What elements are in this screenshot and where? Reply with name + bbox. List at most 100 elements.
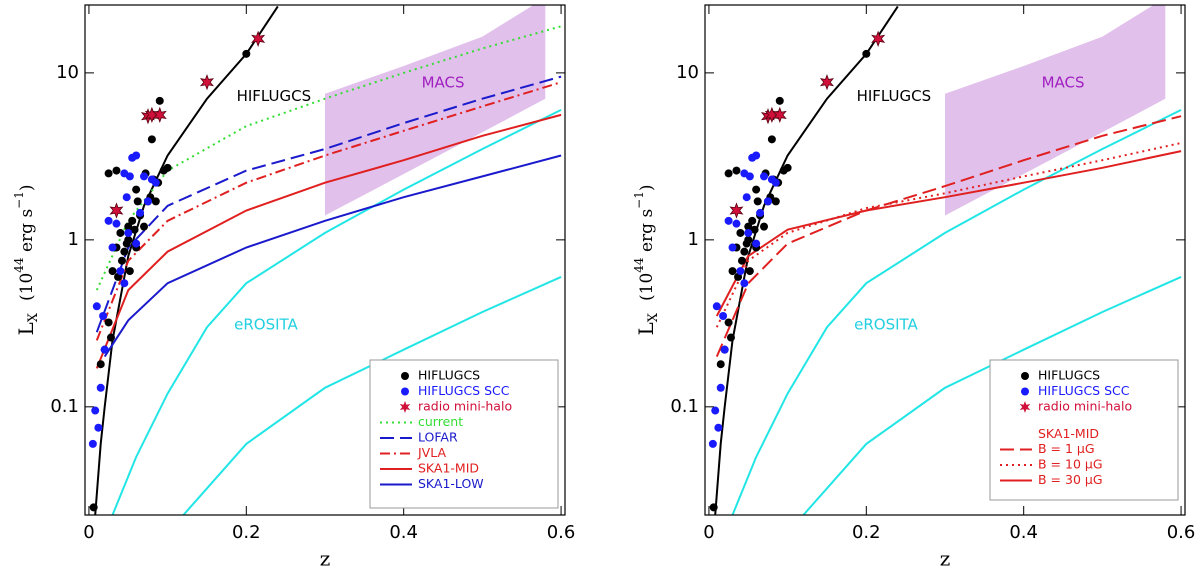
curve xyxy=(731,109,1182,515)
legend-marker xyxy=(1019,401,1031,413)
legend-label: current xyxy=(418,414,463,429)
legend-box xyxy=(369,359,559,509)
x-tick-label: 0.6 xyxy=(1167,522,1196,543)
y-label-exp: 44 xyxy=(12,257,26,273)
y-tick-label: 10 xyxy=(676,62,699,83)
y-label-unit: erg s xyxy=(17,209,37,258)
legend-title: SKA1-MID xyxy=(1038,426,1099,441)
point xyxy=(712,302,721,311)
series-line xyxy=(95,25,562,291)
point xyxy=(711,406,720,415)
x-tick-label: 0 xyxy=(83,522,94,543)
point xyxy=(783,163,792,172)
plot-frame xyxy=(704,4,1186,516)
star-point xyxy=(251,30,266,47)
point xyxy=(744,235,753,244)
point xyxy=(91,406,100,415)
y-tick-label: 0.1 xyxy=(50,396,79,417)
annotation: eROSITA xyxy=(234,315,298,333)
curve xyxy=(182,275,562,515)
point xyxy=(752,185,761,194)
point xyxy=(88,439,97,448)
series-line xyxy=(103,154,562,358)
point xyxy=(740,279,749,288)
point xyxy=(732,166,741,175)
point xyxy=(760,222,769,231)
point xyxy=(716,360,725,369)
legend-label: SKA1-LOW xyxy=(418,476,484,491)
legend-label: B = 30 μG xyxy=(1038,472,1103,487)
point xyxy=(163,163,172,172)
point xyxy=(116,228,125,237)
point xyxy=(709,503,718,512)
legend-marker xyxy=(401,372,409,380)
point xyxy=(736,228,745,237)
point xyxy=(752,151,761,160)
point xyxy=(96,383,105,392)
point xyxy=(132,151,141,160)
x-axis-label: z xyxy=(320,547,331,571)
y-label-close: ) xyxy=(17,184,37,191)
point xyxy=(96,360,105,369)
annotation: MACS xyxy=(1042,73,1085,91)
legend-box xyxy=(989,359,1179,501)
x-tick-label: 0.4 xyxy=(389,522,418,543)
x-tick-label: 0.6 xyxy=(547,522,576,543)
legend-marker xyxy=(401,387,409,396)
legend-label: HIFLUGCS SCC xyxy=(418,383,510,398)
point xyxy=(106,333,115,342)
y-tick-label: 1 xyxy=(688,229,699,250)
x-tick-label: 0.4 xyxy=(1009,522,1038,543)
y-tick-label: 1 xyxy=(68,229,79,250)
point xyxy=(104,169,113,178)
legend-label: SKA1-MID xyxy=(418,461,479,476)
y-label-close: ) xyxy=(637,184,657,191)
region xyxy=(325,5,546,216)
legend-label: HIFLUGCS xyxy=(1038,368,1100,383)
point xyxy=(862,49,871,58)
y-label-main: L xyxy=(14,322,38,335)
point xyxy=(726,333,735,342)
point xyxy=(756,208,765,217)
annotation: MACS xyxy=(422,73,465,91)
point xyxy=(124,222,133,231)
series-line xyxy=(715,150,1182,317)
point xyxy=(147,135,156,144)
point xyxy=(155,96,164,105)
series-line xyxy=(95,75,562,333)
plot-area xyxy=(708,5,1182,515)
point xyxy=(740,247,749,256)
legend-label: radio mini-halo xyxy=(1038,399,1132,414)
point xyxy=(143,197,152,206)
annotation: HIFLUGCS xyxy=(857,87,932,105)
point xyxy=(120,279,129,288)
curve xyxy=(802,275,1182,515)
plot-frame xyxy=(84,4,566,516)
legend-label: LOFAR xyxy=(418,430,458,445)
panel: HIFLUGCS MACS eROSITA 0 0.2 0.4 0.6 0.1 1 10 z LX (1… xyxy=(12,4,576,571)
point xyxy=(104,318,113,327)
series-line xyxy=(95,113,562,369)
plot-area xyxy=(88,5,562,515)
point xyxy=(750,225,759,234)
x-tick-label: 0 xyxy=(703,522,714,543)
point xyxy=(732,219,741,228)
x-tick-label: 0.2 xyxy=(852,522,881,543)
point xyxy=(104,216,113,225)
annotation: eROSITA xyxy=(854,315,918,333)
point xyxy=(130,225,139,234)
y-label-sub: X xyxy=(26,312,41,322)
y-label-open: (10 xyxy=(637,273,657,301)
x-tick-label: 0.2 xyxy=(232,522,261,543)
point xyxy=(740,169,749,178)
point xyxy=(744,228,753,237)
point xyxy=(752,239,761,248)
point xyxy=(737,256,746,265)
x-axis-label: z xyxy=(940,547,951,571)
point xyxy=(742,193,751,202)
point xyxy=(716,383,725,392)
legend-label: HIFLUGCS SCC xyxy=(1038,383,1130,398)
